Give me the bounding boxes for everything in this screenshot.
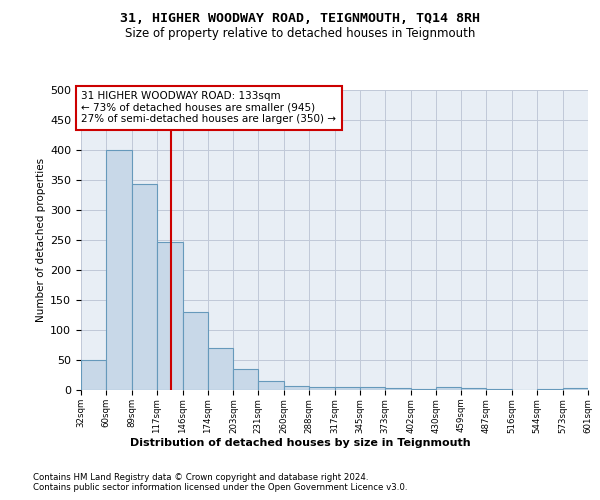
Bar [106, 150, 132, 390]
Bar [132, 184, 157, 390]
Bar [233, 369, 259, 390]
Bar [259, 381, 284, 390]
Text: Contains public sector information licensed under the Open Government Licence v3: Contains public sector information licen… [33, 484, 407, 492]
Bar [157, 242, 182, 390]
Bar [284, 386, 309, 390]
Bar [563, 388, 588, 390]
Bar [208, 348, 233, 390]
Bar [182, 312, 208, 390]
Bar [461, 388, 487, 390]
Text: Distribution of detached houses by size in Teignmouth: Distribution of detached houses by size … [130, 438, 470, 448]
Bar [81, 360, 106, 390]
Bar [385, 388, 410, 390]
Text: 31, HIGHER WOODWAY ROAD, TEIGNMOUTH, TQ14 8RH: 31, HIGHER WOODWAY ROAD, TEIGNMOUTH, TQ1… [120, 12, 480, 26]
Text: Contains HM Land Registry data © Crown copyright and database right 2024.: Contains HM Land Registry data © Crown c… [33, 472, 368, 482]
Bar [309, 387, 335, 390]
Bar [436, 387, 461, 390]
Y-axis label: Number of detached properties: Number of detached properties [36, 158, 46, 322]
Text: 31 HIGHER WOODWAY ROAD: 133sqm
← 73% of detached houses are smaller (945)
27% of: 31 HIGHER WOODWAY ROAD: 133sqm ← 73% of … [82, 91, 337, 124]
Bar [335, 387, 360, 390]
Text: Size of property relative to detached houses in Teignmouth: Size of property relative to detached ho… [125, 28, 475, 40]
Bar [360, 387, 385, 390]
